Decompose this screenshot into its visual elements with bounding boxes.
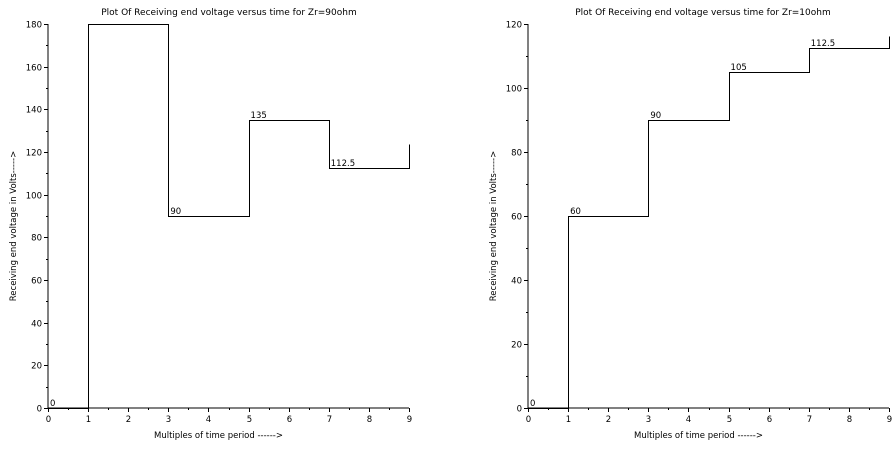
y-tick-label: 160: [26, 64, 42, 74]
chart-panel-1: Plot Of Receiving end voltage versus tim…: [9, 8, 412, 441]
data-label: 0: [50, 399, 55, 409]
y-tick-label: 180: [26, 21, 42, 31]
x-tick-label: 8: [367, 415, 372, 425]
x-tick-label: 6: [767, 415, 772, 425]
data-label: 112.5: [811, 39, 835, 49]
x-tick-label: 7: [327, 415, 332, 425]
x-tick-label: 1: [86, 415, 91, 425]
x-tick-label: 1: [566, 415, 571, 425]
x-tick-label: 0: [526, 415, 531, 425]
y-tick-label: 0: [517, 405, 522, 415]
y-tick-label: 0: [37, 405, 42, 415]
x-tick-label: 0: [46, 415, 51, 425]
x-tick-label: 9: [887, 415, 892, 425]
y-tick-label: 40: [511, 277, 522, 287]
y-axis-label: Receiving end voltage in Volts----->: [489, 151, 499, 301]
data-label: 0: [530, 399, 535, 409]
y-tick-label: 100: [26, 192, 42, 202]
x-tick-label: 3: [166, 415, 171, 425]
chart-panel-2: Plot Of Receiving end voltage versus tim…: [489, 8, 892, 441]
y-tick-label: 100: [506, 85, 522, 95]
data-label: 90: [170, 207, 181, 217]
y-tick-label: 60: [31, 277, 42, 287]
x-tick-label: 8: [847, 415, 852, 425]
x-tick-label: 7: [807, 415, 812, 425]
data-label: 112.5: [331, 159, 355, 169]
x-tick-label: 4: [206, 415, 211, 425]
x-axis-label: Multiples of time period ------>: [634, 431, 763, 441]
series-step-line: [48, 24, 410, 409]
data-label: 90: [650, 111, 661, 121]
y-tick-label: 20: [511, 341, 522, 351]
x-tick-label: 4: [686, 415, 691, 425]
data-label: 60: [570, 207, 581, 217]
y-tick-label: 80: [511, 149, 522, 159]
y-axis-label: Receiving end voltage in Volts----->: [9, 151, 19, 301]
chart-title: Plot Of Receiving end voltage versus tim…: [101, 8, 357, 18]
x-tick-label: 6: [287, 415, 292, 425]
y-tick-label: 140: [26, 106, 42, 116]
data-label: 105: [731, 63, 747, 73]
x-tick-label: 5: [727, 415, 732, 425]
data-label: 135: [251, 111, 267, 121]
series-step-line: [528, 36, 890, 409]
y-tick-label: 80: [31, 234, 42, 244]
x-axis-label: Multiples of time period ------>: [154, 431, 283, 441]
y-tick-label: 40: [31, 320, 42, 330]
x-tick-label: 2: [606, 415, 611, 425]
chart-title: Plot Of Receiving end voltage versus tim…: [575, 8, 831, 18]
y-tick-label: 20: [31, 362, 42, 372]
x-tick-label: 9: [407, 415, 412, 425]
y-tick-label: 120: [506, 21, 522, 31]
y-tick-label: 60: [511, 213, 522, 223]
x-tick-label: 5: [247, 415, 252, 425]
y-tick-label: 120: [26, 149, 42, 159]
x-tick-label: 2: [126, 415, 131, 425]
x-tick-label: 3: [646, 415, 651, 425]
